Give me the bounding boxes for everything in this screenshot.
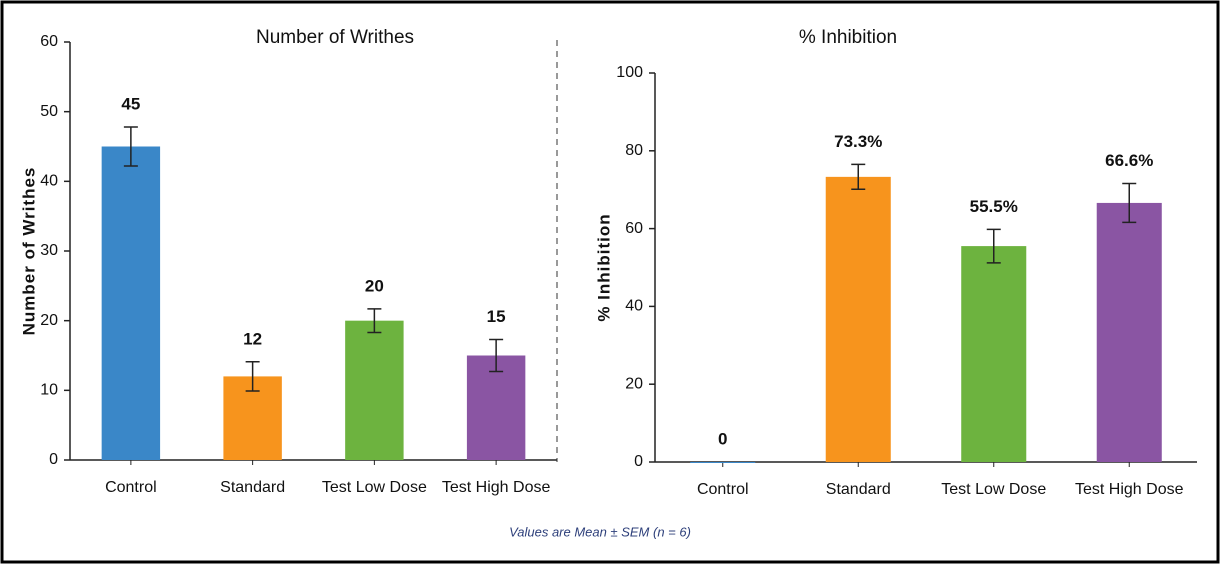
footnote: Values are Mean ± SEM (n = 6) xyxy=(509,524,691,539)
value-label: 12 xyxy=(243,329,262,348)
y-tick-label: 20 xyxy=(40,312,58,329)
bar xyxy=(961,246,1027,462)
y-axis-label: Number of Writhes xyxy=(19,167,38,336)
value-label: 0 xyxy=(718,429,727,448)
error-bar xyxy=(986,228,1001,264)
y-tick-label: 10 xyxy=(40,382,58,399)
y-tick-label: 30 xyxy=(40,242,58,259)
value-label: 73.3% xyxy=(834,132,882,151)
y-axis-label: % Inhibition xyxy=(594,213,613,321)
value-label: 66.6% xyxy=(1105,151,1153,170)
value-label: 15 xyxy=(487,307,506,326)
error-bar xyxy=(851,163,866,191)
y-tick-label: 80 xyxy=(625,142,643,159)
bar xyxy=(825,176,891,462)
y-tick-label: 0 xyxy=(49,451,58,468)
y-tick-label: 60 xyxy=(625,220,643,237)
y-tick-label: 40 xyxy=(40,173,58,190)
error-bar xyxy=(123,126,138,167)
chart-title: Number of Writhes xyxy=(256,27,414,48)
error-bar xyxy=(367,308,382,334)
value-label: 20 xyxy=(365,276,384,295)
x-tick-label: Standard xyxy=(220,479,285,496)
bar xyxy=(690,462,756,463)
bar xyxy=(1096,202,1162,462)
value-label: 45 xyxy=(121,94,140,113)
x-tick-label: Test High Dose xyxy=(1075,481,1184,498)
y-tick-label: 0 xyxy=(634,453,643,470)
x-tick-label: Test Low Dose xyxy=(322,479,427,496)
bar xyxy=(345,320,404,460)
y-tick-label: 20 xyxy=(625,375,643,392)
error-bar xyxy=(1122,182,1137,224)
value-label: 55.5% xyxy=(970,197,1018,216)
bar xyxy=(101,146,161,460)
error-bar xyxy=(245,361,260,392)
x-tick-label: Control xyxy=(105,479,157,496)
x-tick-label: Test Low Dose xyxy=(941,481,1046,498)
error-bar xyxy=(489,338,504,373)
y-tick-label: 60 xyxy=(40,33,58,50)
y-tick-label: 40 xyxy=(625,298,643,315)
chart-title: % Inhibition xyxy=(799,27,897,48)
bar xyxy=(466,355,526,460)
x-tick-label: Standard xyxy=(826,481,891,498)
x-tick-label: Test High Dose xyxy=(442,479,551,496)
y-tick-label: 50 xyxy=(40,103,58,120)
y-tick-label: 100 xyxy=(616,64,643,81)
x-tick-label: Control xyxy=(697,481,749,498)
